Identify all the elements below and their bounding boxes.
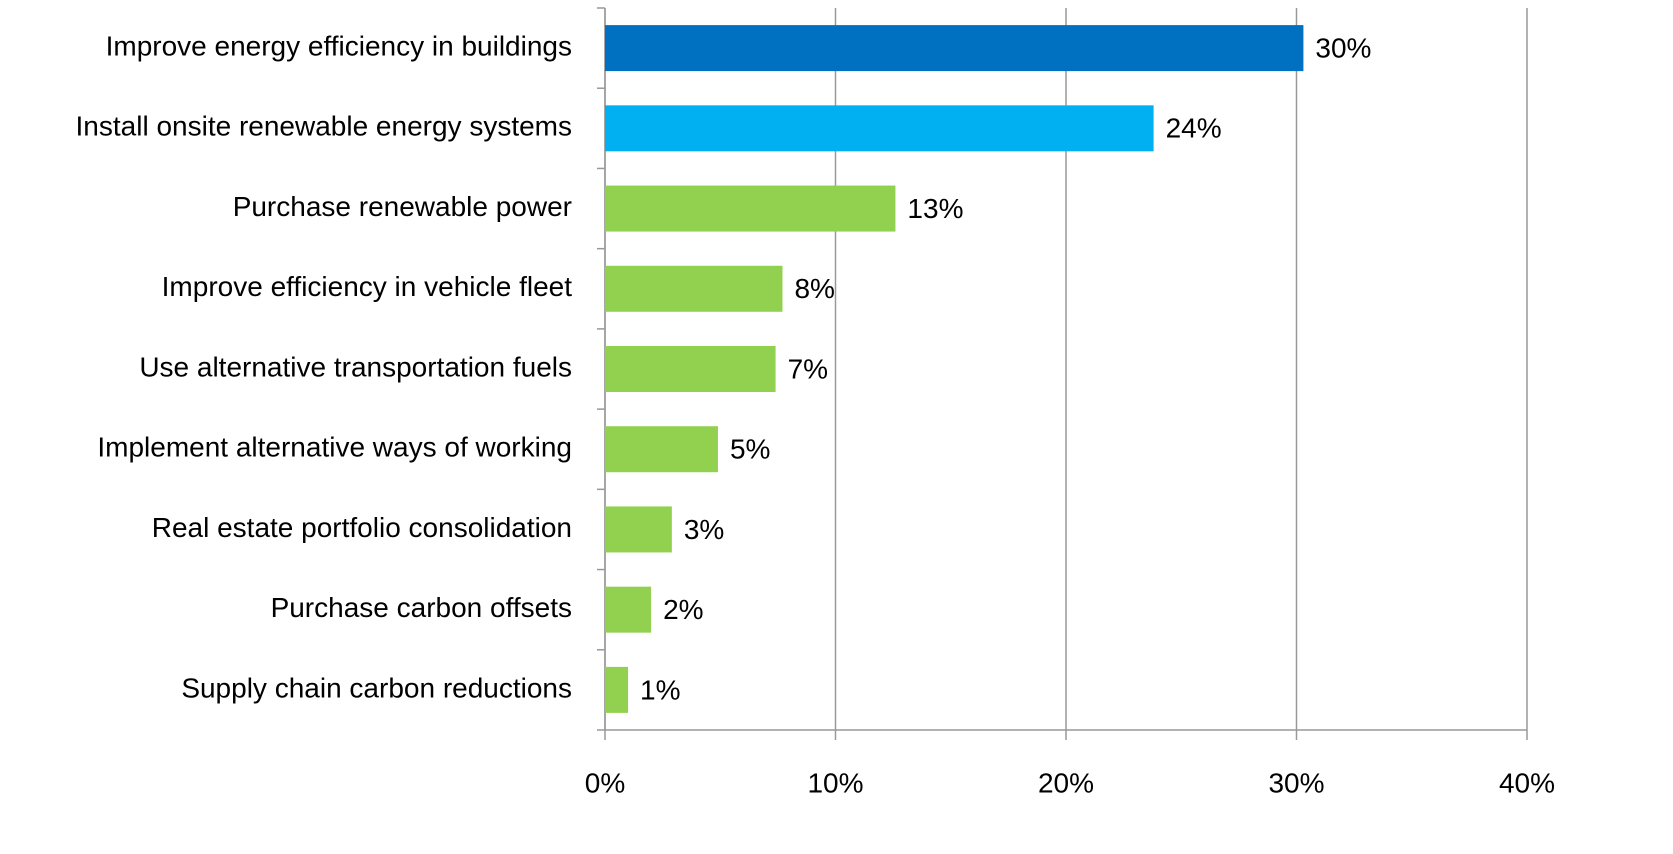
data-label: 7% [788,353,828,384]
bar [605,105,1154,152]
y-tick-label: Use alternative transportation fuels [139,351,572,382]
y-tick-label: Install onsite renewable energy systems [76,111,572,142]
data-label: 30% [1315,33,1371,64]
x-tick-label: 0% [585,767,625,798]
bar [605,506,672,553]
bar [605,666,629,713]
bar [605,185,896,232]
bar [605,346,776,392]
y-tick-label: Supply chain carbon reductions [181,672,572,703]
bar [605,586,652,633]
x-tick-label: 10% [807,767,863,798]
bar [605,426,718,473]
y-tick-label: Implement alternative ways of working [97,432,572,463]
x-tick-label: 20% [1038,767,1094,798]
data-label: 5% [730,434,770,465]
x-tick-label: 40% [1499,767,1555,798]
data-label: 13% [907,193,963,224]
data-label: 8% [794,273,834,304]
x-tick-label: 30% [1268,767,1324,798]
y-tick-label: Improve efficiency in vehicle fleet [162,271,573,302]
bar [605,25,1304,72]
data-label: 1% [640,674,680,705]
data-label: 3% [684,514,724,545]
bar [605,265,783,312]
data-label: 2% [663,594,703,625]
y-tick-label: Improve energy efficiency in buildings [106,31,572,62]
y-tick-label: Real estate portfolio consolidation [152,512,572,543]
y-tick-label: Purchase carbon offsets [271,592,572,623]
y-tick-label: Purchase renewable power [233,191,572,222]
data-label: 24% [1166,113,1222,144]
